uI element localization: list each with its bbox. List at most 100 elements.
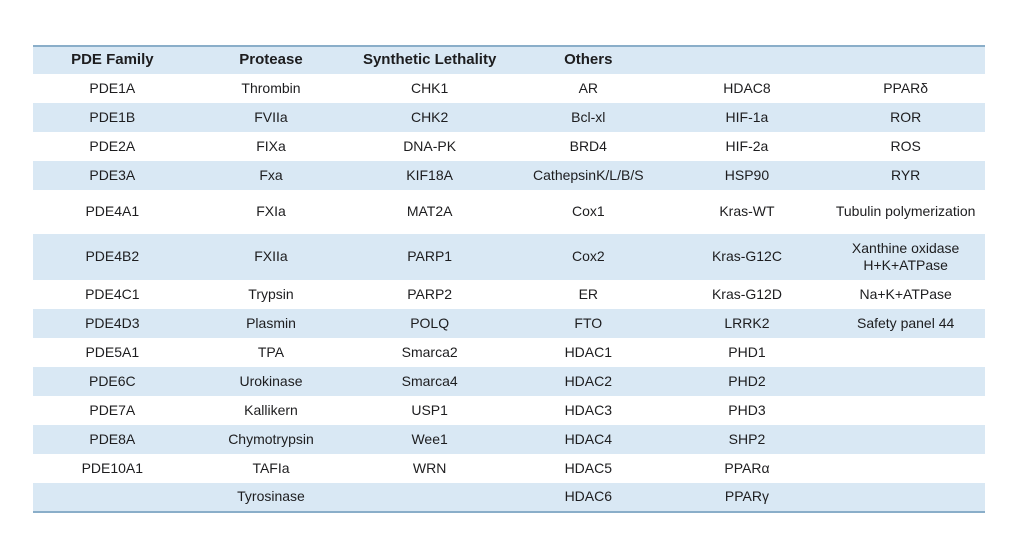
column-header-blank-1 <box>668 46 827 74</box>
table-cell: PDE5A1 <box>85 343 140 360</box>
table-cell: Chymotrypsin <box>228 430 314 447</box>
table-cell: PDE1B <box>89 108 136 125</box>
table-cell: RYR <box>890 166 921 183</box>
table-cell: PDE4D3 <box>85 314 140 331</box>
table-cell: PDE10A1 <box>81 459 144 476</box>
column-header-synthetic-lethality: Synthetic Lethality <box>362 51 497 69</box>
table-row: PDE10A1 TAFIa WRN HDAC5 PPARα <box>33 454 985 483</box>
table-cell: HIF-2a <box>725 137 769 154</box>
table-cell <box>826 425 985 454</box>
table-cell: PPARδ <box>883 79 929 96</box>
table-cell: FXIIa <box>254 248 288 265</box>
table-cell: PDE3A <box>89 166 136 183</box>
table-cell: PDE8A <box>89 430 136 447</box>
table-cell: FTO <box>574 314 603 331</box>
table-cell: PDE2A <box>89 137 136 154</box>
table-cell: PDE7A <box>89 401 136 418</box>
table-row: PDE8A Chymotrypsin Wee1 HDAC4 SHP2 <box>33 425 985 454</box>
table-cell: HDAC2 <box>564 372 613 389</box>
table-cell: FVIIa <box>254 108 288 125</box>
table-row: PDE4C1 Trypsin PARP2 ER Kras-G12D Na+K+ATPase <box>33 280 985 309</box>
table-cell: Kras-G12D <box>711 285 782 302</box>
table-cell: PPARα <box>724 459 770 476</box>
table-cell: CathepsinK/L/B/S <box>533 166 644 183</box>
table-cell: TPA <box>257 343 285 360</box>
table-cell: Cox1 <box>571 203 605 220</box>
table-cell: USP1 <box>411 401 448 418</box>
table-row: PDE2A FIXa DNA-PK BRD4 HIF-2a ROS <box>33 132 985 161</box>
table-row: PDE4A1 FXIa MAT2A Cox1 Kras-WT Tubulin polyme… <box>33 190 985 234</box>
table-cell: PARP2 <box>407 285 453 302</box>
table-cell: PPARγ <box>724 488 769 505</box>
table-cell: Fxa <box>259 166 283 183</box>
table-row: PDE6C Urokinase Smarca4 HDAC2 PHD2 <box>33 367 985 396</box>
table-row: PDE4B2 FXIIa PARP1 Cox2 Kras-G12C Xanthine ox… <box>33 234 985 280</box>
table-cell: DNA-PK <box>403 137 457 154</box>
table-row: PDE5A1 TPA Smarca2 HDAC1 PHD1 <box>33 338 985 367</box>
table-cell: Xanthine oxidase H+K+ATPase <box>851 239 960 274</box>
table-cell: PHD1 <box>728 343 766 360</box>
table-cell: SHP2 <box>728 430 766 447</box>
table-cell <box>826 367 985 396</box>
table-cell: PHD3 <box>728 401 766 418</box>
table-cell: Kras-WT <box>719 203 775 220</box>
table-cell: PDE4C1 <box>85 285 140 302</box>
table-cell: Trypsin <box>248 285 294 302</box>
table-cell: KIF18A <box>406 166 453 183</box>
table-cell: Kras-G12C <box>711 248 782 265</box>
table-cell <box>826 483 985 512</box>
table-cell: Tubulin polymerization <box>835 203 976 220</box>
table-cell: HDAC1 <box>564 343 613 360</box>
table-cell: Na+K+ATPase <box>859 285 952 302</box>
table-cell: MAT2A <box>406 203 453 220</box>
table-cell: Kallikern <box>244 401 298 418</box>
table-header: PDE Family Protease Synthetic Lethality … <box>33 46 985 74</box>
table-cell: ROR <box>890 108 922 125</box>
table-cell <box>826 338 985 367</box>
table-cell: Urokinase <box>239 372 303 389</box>
table-cell: HDAC5 <box>564 459 613 476</box>
table-cell: PDE1A <box>89 79 136 96</box>
table-cell: Smarca4 <box>401 372 458 389</box>
table-row: PDE4D3 Plasmin POLQ FTO LRRK2 Safety panel 44 <box>33 309 985 338</box>
table-cell: POLQ <box>410 314 450 331</box>
table-cell: ROS <box>890 137 921 154</box>
table-cell: PDE4B2 <box>85 248 140 265</box>
table-cell: Plasmin <box>246 314 296 331</box>
table-cell: PHD2 <box>728 372 766 389</box>
table-cell: HIF-1a <box>725 108 769 125</box>
table-cell: ER <box>578 285 599 302</box>
table-cell: HDAC3 <box>564 401 613 418</box>
table-cell: HDAC8 <box>723 79 771 96</box>
table-cell: FIXa <box>256 137 286 154</box>
column-header-blank-2 <box>826 46 985 74</box>
table-cell: Thrombin <box>241 79 301 96</box>
table-row: PDE1A Thrombin CHK1 AR HDAC8 PPARδ <box>33 74 985 103</box>
table-row: PDE7A Kallikern USP1 HDAC3 PHD3 <box>33 396 985 425</box>
table-cell: Cox2 <box>571 248 605 265</box>
table-cell: Smarca2 <box>401 343 458 360</box>
table-row: PDE3A Fxa KIF18A CathepsinK/L/B/S HSP90 RYR <box>33 161 985 190</box>
table-cell: CHK2 <box>410 108 449 125</box>
table-cell: CHK1 <box>410 79 449 96</box>
table-cell: Wee1 <box>411 430 448 447</box>
table-cell <box>350 483 509 512</box>
header-row: PDE Family Protease Synthetic Lethality … <box>33 46 985 74</box>
table-cell: HDAC6 <box>564 488 613 505</box>
table-cell: BRD4 <box>569 137 607 154</box>
table-cell <box>826 396 985 425</box>
table-cell: TAFIa <box>252 459 290 476</box>
table-cell: HDAC4 <box>564 430 613 447</box>
table-cell <box>826 454 985 483</box>
column-header-pde-family: PDE Family <box>71 51 154 69</box>
table-cell: FXIa <box>256 203 286 220</box>
table-cell: HSP90 <box>724 166 770 183</box>
table-cell: PARP1 <box>407 248 453 265</box>
table-cell: Safety panel 44 <box>856 314 955 331</box>
table-cell: PDE6C <box>88 372 136 389</box>
table-cell: PDE4A1 <box>85 203 140 220</box>
table-cell: Bcl-xl <box>571 108 606 125</box>
table-cell: LRRK2 <box>724 314 770 331</box>
column-header-protease: Protease <box>239 51 303 69</box>
